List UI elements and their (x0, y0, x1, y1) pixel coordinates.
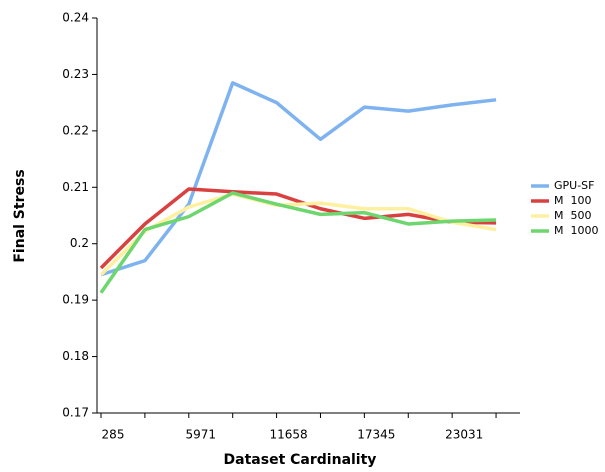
series-line (100, 81, 497, 277)
y-tick-label: 0.22 (62, 123, 89, 137)
legend-label: M 1000 (554, 224, 598, 237)
x-axis-title: Dataset Cardinality (224, 452, 377, 468)
x-tick-label: 285 (102, 428, 125, 442)
y-tick-label: 0.2 (70, 236, 89, 250)
series-line (99, 192, 497, 276)
y-tick-label: 0.23 (62, 67, 89, 81)
legend-label: M 100 (554, 194, 591, 207)
series-line (99, 191, 497, 294)
legend-label: M 500 (554, 209, 591, 222)
y-tick-label: 0.24 (62, 11, 89, 25)
x-tick-label: 5971 (186, 428, 217, 442)
y-axis-title: Final Stress (12, 169, 28, 262)
y-tick-label: 0.21 (62, 180, 89, 194)
series-line (99, 187, 497, 270)
x-tick-label: 11658 (269, 428, 307, 442)
legend-label: GPU-SF (554, 179, 595, 192)
x-tick-label: 23031 (445, 428, 483, 442)
y-tick-label: 0.17 (62, 406, 89, 420)
y-tick-label: 0.19 (62, 293, 89, 307)
x-tick-label: 17345 (357, 428, 395, 442)
y-tick-label: 0.18 (62, 349, 89, 363)
